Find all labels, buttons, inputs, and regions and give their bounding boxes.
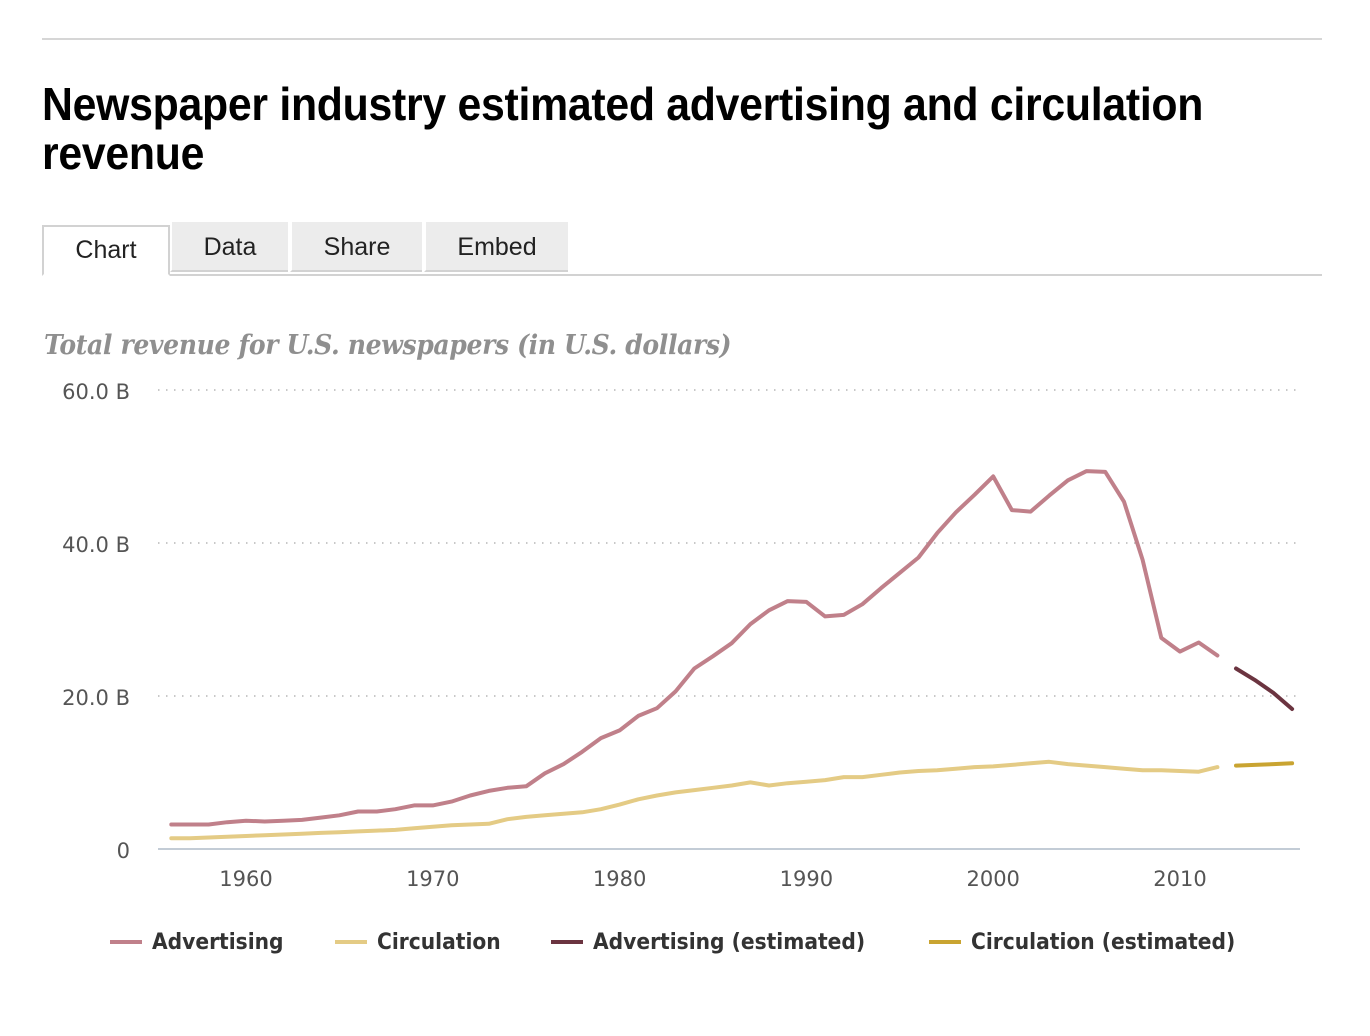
legend-swatch-circulation-estimated [929,940,962,944]
series-lines [169,469,1295,841]
chart-subtitle: Total revenue for U.S. newspapers (in U.… [44,330,732,361]
x-tick-label: 2000 [966,867,1019,891]
tab-share[interactable]: Share [290,222,422,272]
tab-bar: Chart Data Share Embed [42,222,1322,276]
series-line-advertising-estimated [1234,666,1295,711]
gridlines [158,389,1300,697]
legend-swatch-advertising-estimated [551,940,584,944]
legend-item-circulation[interactable]: Circulation [335,930,511,955]
series-line-circulation [169,759,1220,841]
page-title: Newspaper industry estimated advertising… [42,78,1204,179]
x-tick-label: 2010 [1153,867,1206,891]
y-axis-ticks: 0 20.0 B 40.0 B 60.0 B [62,380,130,863]
y-tick-label: 40.0 B [62,533,130,557]
legend-item-advertising-estimated[interactable]: Advertising (estimated) [551,930,889,955]
legend-swatch-advertising [110,940,142,944]
legend-label: Advertising [152,929,284,955]
y-tick-label: 60.0 B [62,380,130,404]
series-line-advertising [169,469,1220,827]
x-tick-label: 1960 [219,867,272,891]
x-tick-label: 1980 [593,867,646,891]
x-tick-label: 1970 [406,867,459,891]
chart-legend: Advertising Circulation Advertising (est… [110,926,1299,958]
legend-item-advertising[interactable]: Advertising [110,930,295,955]
tab-chart[interactable]: Chart [42,225,170,276]
y-tick-label: 0 [117,839,130,863]
x-axis-ticks: 1960 1970 1980 1990 2000 2010 [219,867,1206,891]
series-line-circulation-estimated [1234,761,1295,768]
legend-item-circulation-estimated[interactable]: Circulation (estimated) [929,930,1258,955]
y-tick-label: 20.0 B [62,686,130,710]
legend-label: Advertising (estimated) [593,929,866,955]
legend-label: Circulation (estimated) [971,929,1236,955]
legend-swatch-circulation [335,940,367,944]
legend-label: Circulation [377,929,501,955]
tab-data[interactable]: Data [170,222,288,272]
top-divider [42,38,1322,40]
tab-embed[interactable]: Embed [424,222,568,272]
x-tick-label: 1990 [780,867,833,891]
